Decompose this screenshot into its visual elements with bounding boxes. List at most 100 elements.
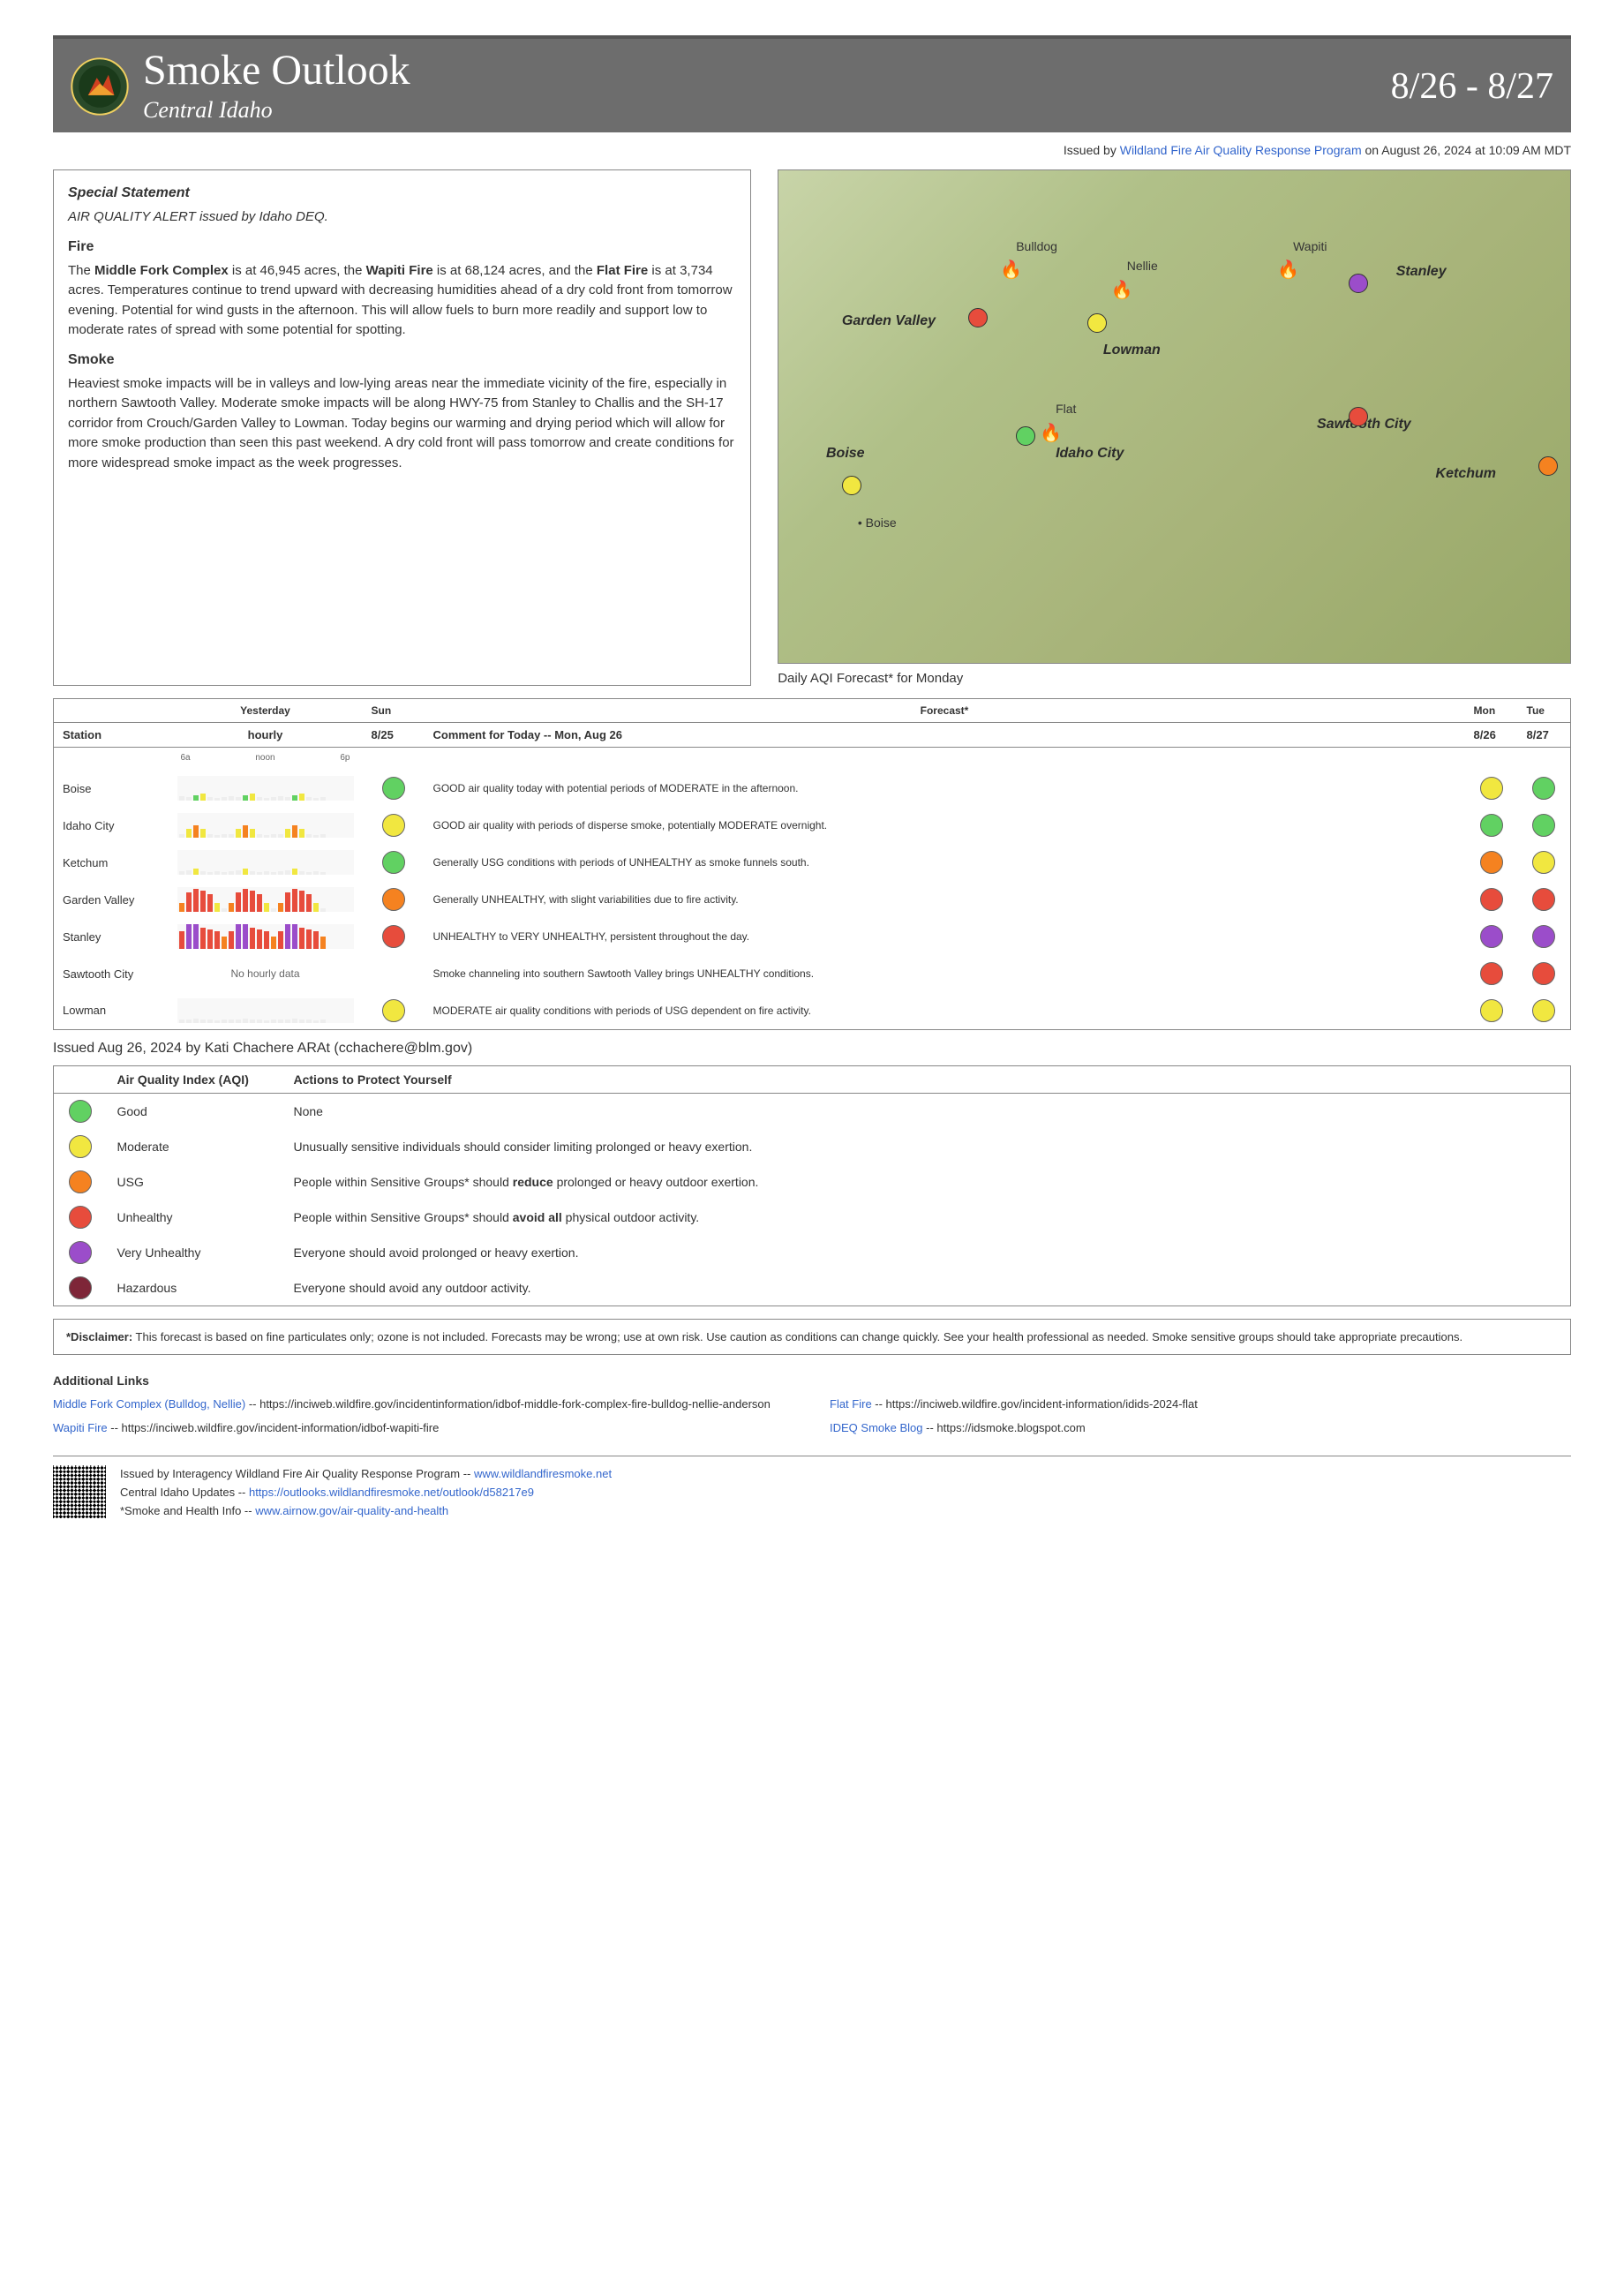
aqi-dot <box>1480 814 1503 837</box>
aqi-dot <box>1532 851 1555 874</box>
aqi-dot <box>382 925 405 948</box>
station-comment: GOOD air quality with periods of dispers… <box>425 807 1465 844</box>
th-station: Station <box>54 723 169 748</box>
fire-icon: 🔥 <box>1040 422 1062 444</box>
issued-suffix: on August 26, 2024 at 10:09 AM MDT <box>1362 143 1571 157</box>
disclaimer-text: *Disclaimer: This forecast is based on f… <box>66 1330 1462 1343</box>
aqi-dot <box>1480 962 1503 985</box>
legend-label: Very Unhealthy <box>107 1235 283 1270</box>
issued-by-line: Issued Aug 26, 2024 by Kati Chachere ARA… <box>53 1041 1571 1057</box>
station-comment: Generally USG conditions with periods of… <box>425 844 1465 881</box>
disclaimer-box: *Disclaimer: This forecast is based on f… <box>53 1319 1571 1356</box>
aqi-dot <box>1532 888 1555 911</box>
aqi-dot <box>69 1170 92 1193</box>
th-hourly: hourly <box>169 723 363 748</box>
legend-label: Unhealthy <box>107 1200 283 1235</box>
fire-icon: 🔥 <box>1111 279 1133 301</box>
table-row: Lowman MODERATE air quality conditions w… <box>54 992 1571 1029</box>
legend-label: Hazardous <box>107 1270 283 1306</box>
station-name: Stanley <box>54 918 169 955</box>
station-name: Sawtooth City <box>54 955 169 992</box>
aqi-dot <box>1480 925 1503 948</box>
th-forecast: Forecast* <box>425 699 1465 723</box>
hourly-chart <box>177 887 354 912</box>
station-name: Garden Valley <box>54 881 169 918</box>
header-bar: Smoke Outlook Central Idaho 8/26 - 8/27 <box>53 35 1571 132</box>
issued-org-link[interactable]: Wildland Fire Air Quality Response Progr… <box>1120 143 1362 157</box>
program-logo <box>71 57 129 116</box>
map-city-label: • Boise <box>858 515 897 530</box>
legend-row: USG People within Sensitive Groups* shou… <box>54 1164 1571 1200</box>
station-name: Lowman <box>54 992 169 1029</box>
legend-label: Good <box>107 1093 283 1129</box>
additional-link-row: IDEQ Smoke Blog -- https://idsmoke.blogs… <box>830 1419 1571 1438</box>
legend-row: Hazardous Everyone should avoid any outd… <box>54 1270 1571 1306</box>
aqi-dot <box>1480 999 1503 1022</box>
map-caption: Daily AQI Forecast* for Monday <box>778 671 1571 686</box>
aqi-dot <box>382 888 405 911</box>
fire-icon: 🔥 <box>1277 259 1299 281</box>
map-place-label: Ketchum <box>1436 466 1496 482</box>
legend-row: Very Unhealthy Everyone should avoid pro… <box>54 1235 1571 1270</box>
additional-link[interactable]: IDEQ Smoke Blog <box>830 1421 923 1434</box>
issued-prefix: Issued by <box>1064 143 1120 157</box>
legend-action: People within Sensitive Groups* should a… <box>283 1200 1571 1235</box>
legend-row: Good None <box>54 1093 1571 1129</box>
aqi-dot <box>1480 851 1503 874</box>
hourly-chart <box>177 924 354 949</box>
aqi-dot <box>382 777 405 800</box>
forecast-table: Yesterday Sun Forecast* Mon Tue Station … <box>53 698 1571 1030</box>
region-subtitle: Central Idaho <box>143 97 1391 124</box>
additional-link-row: Flat Fire -- https://inciweb.wildfire.go… <box>830 1396 1571 1414</box>
aqi-dot <box>1532 814 1555 837</box>
table-row: Idaho City GOOD air quality with periods… <box>54 807 1571 844</box>
aqi-dot <box>1532 999 1555 1022</box>
th-mon: Mon <box>1465 699 1518 723</box>
map-aqi-dot <box>1349 274 1368 293</box>
legend-row: Moderate Unusually sensitive individuals… <box>54 1129 1571 1164</box>
fire-icon: 🔥 <box>1000 259 1022 281</box>
table-row: Stanley UNHEALTHY to VERY UNHEALTHY, per… <box>54 918 1571 955</box>
map-aqi-dot <box>842 476 861 495</box>
fire-label: Flat <box>1056 402 1076 416</box>
aqi-dot <box>1480 888 1503 911</box>
footer-link-3[interactable]: www.airnow.gov/air-quality-and-health <box>255 1504 448 1517</box>
narrative-box: Special Statement AIR QUALITY ALERT issu… <box>53 169 751 686</box>
legend-action: Everyone should avoid any outdoor activi… <box>283 1270 1571 1306</box>
legend-row: Unhealthy People within Sensitive Groups… <box>54 1200 1571 1235</box>
main-title: Smoke Outlook <box>143 49 1391 92</box>
qr-code <box>53 1465 106 1518</box>
additional-links: Additional Links Middle Fork Complex (Bu… <box>53 1371 1571 1443</box>
station-comment: MODERATE air quality conditions with per… <box>425 992 1465 1029</box>
map-place-label: Boise <box>826 446 865 462</box>
map-place-label: Lowman <box>1103 342 1161 358</box>
aqi-dot <box>1532 925 1555 948</box>
hourly-chart <box>177 776 354 801</box>
additional-link-row: Middle Fork Complex (Bulldog, Nellie) --… <box>53 1396 794 1414</box>
special-text: AIR QUALITY ALERT issued by Idaho DEQ. <box>68 207 736 228</box>
fire-label: Bulldog <box>1016 239 1057 253</box>
th-sun: Sun <box>363 699 425 723</box>
footer-link-1[interactable]: www.wildlandfiresmoke.net <box>474 1467 612 1480</box>
legend-label: Moderate <box>107 1129 283 1164</box>
additional-link[interactable]: Wapiti Fire <box>53 1421 108 1434</box>
station-name: Idaho City <box>54 807 169 844</box>
th-mon-date: 8/26 <box>1465 723 1518 748</box>
station-comment: Smoke channeling into southern Sawtooth … <box>425 955 1465 992</box>
fire-label: Wapiti <box>1293 239 1327 253</box>
additional-link[interactable]: Middle Fork Complex (Bulldog, Nellie) <box>53 1397 245 1411</box>
table-row: Garden Valley Generally UNHEALTHY, with … <box>54 881 1571 918</box>
table-row: Sawtooth City No hourly data Smoke chann… <box>54 955 1571 992</box>
station-comment: Generally UNHEALTHY, with slight variabi… <box>425 881 1465 918</box>
th-yesterday: Yesterday <box>169 699 363 723</box>
aqi-dot <box>69 1135 92 1158</box>
footer-link-2[interactable]: https://outlooks.wildlandfiresmoke.net/o… <box>249 1486 534 1499</box>
legend-action: Unusually sensitive individuals should c… <box>283 1129 1571 1164</box>
additional-link[interactable]: Flat Fire <box>830 1397 872 1411</box>
legend-action: None <box>283 1093 1571 1129</box>
links-heading: Additional Links <box>53 1371 1571 1390</box>
fire-heading: Fire <box>68 237 736 258</box>
th-tue: Tue <box>1518 699 1571 723</box>
map-aqi-dot <box>1349 407 1368 426</box>
map-aqi-dot <box>968 308 988 327</box>
